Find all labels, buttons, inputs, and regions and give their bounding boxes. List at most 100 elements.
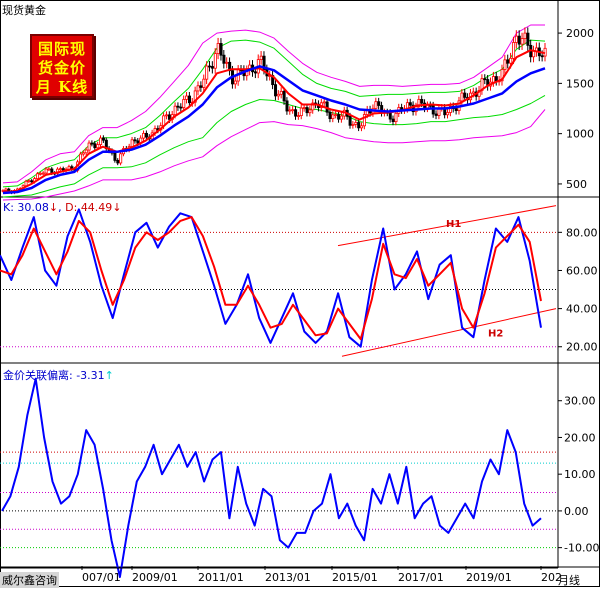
candle-body — [408, 102, 412, 106]
dev-ytick-label: 30.00 — [564, 395, 596, 408]
candle-body — [185, 95, 189, 100]
candle-body — [182, 99, 186, 109]
candle-body — [348, 115, 352, 126]
candle-body — [199, 85, 203, 88]
candle-body — [253, 71, 257, 74]
candle-body — [360, 125, 364, 129]
candle-body — [331, 114, 335, 120]
candle-body — [36, 173, 40, 180]
candle-body — [354, 122, 358, 125]
candle-body — [394, 112, 398, 123]
kd-ytick-label: 40.00 — [566, 303, 598, 316]
candle-body — [165, 114, 169, 117]
badge-line-1: 国际现 — [37, 40, 86, 58]
footer-period: 月线 — [558, 574, 580, 587]
candle-body — [93, 143, 97, 149]
kd-ytick-label: 20.00 — [566, 341, 598, 354]
candle-body — [113, 152, 117, 161]
chart-badge: 国际现 货金价 月 K线 — [30, 34, 94, 98]
d-value: D: 44.49 — [65, 201, 113, 214]
price-ytick-label: 1500 — [566, 77, 594, 90]
ma-blue-line — [2, 65, 546, 195]
x-tick-label: 2013/01 — [265, 571, 311, 584]
candle-body — [526, 32, 530, 46]
candle-body — [84, 149, 88, 154]
candle-body — [509, 57, 513, 64]
candle-body — [47, 168, 51, 171]
candle-body — [167, 114, 171, 120]
deviation-label: 金价关联偏离: — [3, 369, 77, 382]
candle-body — [305, 107, 309, 114]
candle-body — [520, 38, 524, 45]
channel-label-h1: H1 — [446, 219, 461, 230]
candle-body — [351, 124, 355, 126]
candle-body — [483, 78, 487, 81]
candle-body — [471, 91, 475, 94]
candle-body — [431, 105, 435, 115]
candle-body — [24, 180, 28, 187]
band-magenta-lower-line — [2, 109, 546, 201]
candle-body — [308, 109, 312, 114]
d-line — [0, 216, 542, 341]
candle-body — [460, 92, 464, 102]
candle-body — [81, 152, 85, 155]
candle-body — [133, 139, 137, 142]
candle-body — [274, 84, 278, 97]
candle-body — [188, 95, 192, 104]
candle-body — [259, 55, 263, 61]
candle-body — [210, 66, 214, 69]
candle-body — [119, 153, 123, 164]
candle-body — [512, 42, 516, 59]
candle-body — [99, 137, 103, 145]
candle-body — [448, 105, 452, 113]
x-tick-label: 2015/01 — [332, 571, 378, 584]
down-arrow-icon: ↓ — [112, 201, 122, 214]
channel-upper-line — [337, 205, 557, 247]
k-line — [0, 208, 542, 348]
candle-body — [523, 32, 527, 39]
candle-body — [494, 76, 498, 82]
candle-body — [216, 43, 220, 54]
candle-body — [420, 99, 424, 104]
channel-lower-line — [341, 308, 557, 357]
candle-body — [454, 108, 458, 111]
down-arrow-icon: ↓ — [48, 201, 59, 214]
candle-body — [262, 55, 266, 70]
deviation-legend: 金价关联偏离: -3.31↑ — [3, 367, 114, 383]
candle-body — [540, 55, 544, 58]
candle-body — [339, 115, 343, 120]
deviation-line — [1, 377, 542, 578]
candle-body — [136, 140, 140, 144]
candle-body — [176, 105, 180, 108]
candle-body — [285, 100, 289, 112]
candle-body — [294, 109, 298, 117]
dev-ytick-label: 0.00 — [564, 505, 589, 518]
candle-body — [87, 142, 91, 151]
candle-body — [202, 78, 206, 88]
candle-body — [334, 114, 338, 116]
candle-body — [38, 172, 42, 175]
candle-body — [30, 180, 34, 183]
candle-body — [288, 109, 292, 112]
candle-body — [233, 80, 237, 85]
price-ytick-label: 1000 — [566, 128, 594, 141]
candle-body — [173, 105, 177, 116]
candle-body — [374, 101, 378, 109]
candle-body — [322, 101, 326, 104]
candle-body — [491, 76, 495, 83]
badge-line-2: 货金价 — [37, 59, 86, 77]
channel-label-h2: H2 — [488, 328, 503, 339]
candle-body — [130, 139, 134, 147]
ma-red-line — [2, 49, 546, 193]
candle-body — [302, 107, 306, 109]
footer-source: 威尔鑫咨询 — [0, 572, 59, 588]
x-tick-label: 2019/01 — [466, 571, 512, 584]
dev-ytick-label: 10.00 — [564, 468, 596, 481]
candle-body — [208, 65, 212, 68]
candle-body — [377, 101, 381, 106]
band-green-lower-line — [2, 94, 546, 198]
candle-body — [279, 90, 283, 95]
candle-body — [225, 61, 229, 64]
price-ytick-label: 500 — [566, 178, 587, 191]
candle-body — [144, 132, 148, 138]
